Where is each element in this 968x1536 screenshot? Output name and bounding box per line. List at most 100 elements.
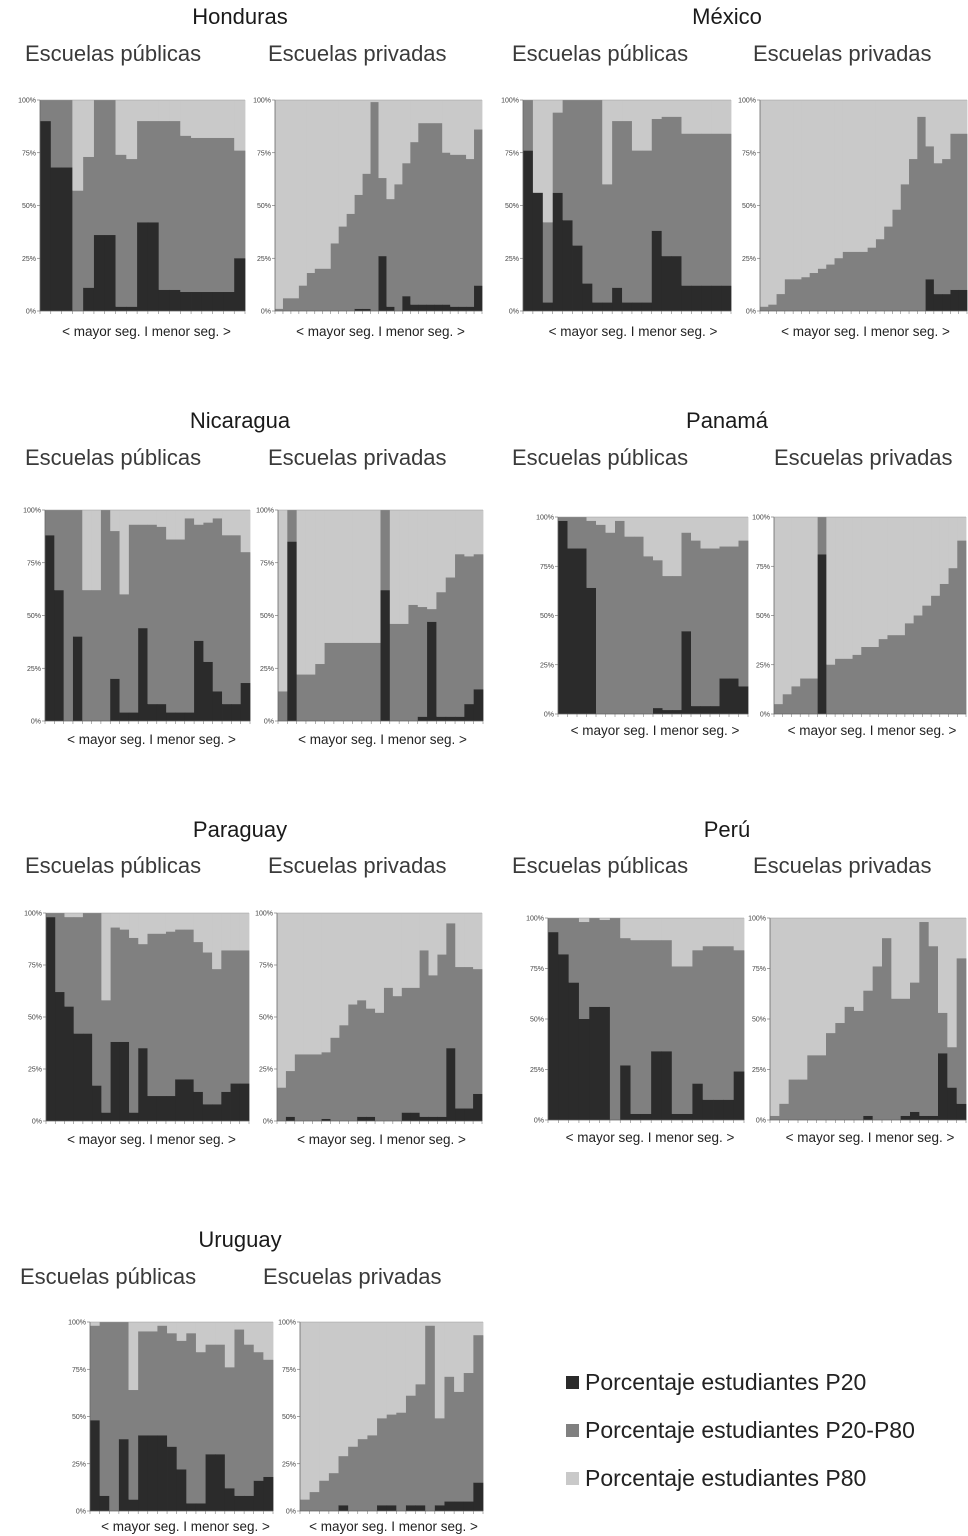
bar-p80 xyxy=(474,100,483,130)
bar-p20 xyxy=(900,1115,911,1120)
bar-p80 xyxy=(788,918,799,1080)
bar-p20 xyxy=(450,306,459,311)
bar-p20 xyxy=(138,1048,148,1121)
bar-p80 xyxy=(455,913,465,968)
bar-p20 xyxy=(212,1104,222,1121)
bar-p20 xyxy=(863,1115,874,1120)
bar-p20 xyxy=(128,712,139,721)
chart-nicaragua-public: 0% 25% 50% 75% 100% xyxy=(15,506,254,729)
bar-p80 xyxy=(672,517,682,577)
y-tick-label: 100% xyxy=(278,1320,296,1327)
bar-p80 xyxy=(328,1322,339,1474)
bar-p20-p80 xyxy=(339,1025,349,1121)
bar-p80 xyxy=(184,510,195,519)
bar-p80 xyxy=(922,517,932,606)
bar-p80 xyxy=(370,100,379,103)
bar-p20-p80 xyxy=(793,279,802,311)
bar-p80 xyxy=(322,100,332,269)
bar-p20-p80 xyxy=(816,1055,827,1120)
bar-p80 xyxy=(691,100,702,134)
bar-p20 xyxy=(357,1116,367,1121)
bar-p80 xyxy=(338,100,348,227)
bar-p20-p80 xyxy=(234,1329,245,1496)
bar-p20-p80 xyxy=(861,647,871,714)
legend-item-p20-p80: Porcentaje estudiantes P20-P80 xyxy=(566,1406,915,1454)
bar-p20 xyxy=(402,296,411,311)
bar-p80 xyxy=(72,100,84,191)
chart-svg: 0% 25% 50% 75% 100% xyxy=(255,911,483,1126)
bar-p20-p80 xyxy=(700,548,711,707)
y-tick-label: 0% xyxy=(756,1118,766,1125)
bar-p80 xyxy=(733,918,745,951)
y-tick-label: 100% xyxy=(18,98,36,105)
bar-p80 xyxy=(321,913,331,1053)
bar-p20 xyxy=(578,1019,590,1120)
bar-p20-p80 xyxy=(596,524,606,714)
bar-p20-p80 xyxy=(396,1412,407,1511)
bar-p80 xyxy=(184,913,195,930)
bar-p20-p80 xyxy=(202,952,213,1105)
bar-p80 xyxy=(854,918,864,1011)
bar-p20 xyxy=(640,1113,652,1120)
bar-p80 xyxy=(844,918,855,1007)
bar-p80 xyxy=(671,100,682,117)
y-tick-label: 75% xyxy=(28,963,42,970)
chart-uruguay-public: 0% 25% 50% 75% 100% xyxy=(60,1318,277,1519)
bar-p20 xyxy=(651,1051,662,1120)
bar-p80 xyxy=(782,517,792,695)
y-tick-label: 50% xyxy=(72,1414,86,1421)
bar-p80 xyxy=(119,510,130,595)
bar-p80 xyxy=(624,517,635,537)
bar-p80 xyxy=(296,510,307,675)
bar-p20-p80 xyxy=(599,920,611,1007)
bar-p20 xyxy=(567,548,578,714)
y-tick-label: 25% xyxy=(505,256,519,263)
y-tick-label: 25% xyxy=(282,1461,296,1468)
bar-p80 xyxy=(399,510,409,624)
bar-p20-p80 xyxy=(315,664,325,721)
bar-p80 xyxy=(808,517,819,679)
bar-p80 xyxy=(719,517,730,547)
bar-p20-p80 xyxy=(82,590,92,721)
bar-p80 xyxy=(285,913,296,1072)
bar-p80 xyxy=(701,100,712,134)
bar-p20-p80 xyxy=(82,913,93,1034)
bar-p80 xyxy=(651,918,662,941)
bar-p80 xyxy=(884,100,893,227)
bar-p20-p80 xyxy=(184,518,195,713)
bar-p20-p80 xyxy=(863,990,874,1116)
x-axis-label: < mayor seg. I menor seg. > xyxy=(570,723,740,738)
bar-p20 xyxy=(128,1499,139,1511)
y-tick-label: 25% xyxy=(72,1461,86,1468)
bar-p80 xyxy=(615,517,625,521)
bar-p20 xyxy=(427,621,437,721)
bar-p20-p80 xyxy=(867,247,877,311)
bar-p20-p80 xyxy=(263,1359,274,1477)
bar-p20-p80 xyxy=(410,142,419,305)
y-tick-label: 0% xyxy=(544,712,554,719)
chart-panama-private: 0% 25% 50% 75% 100% xyxy=(744,513,968,722)
x-axis-label: < mayor seg. I menor seg. > xyxy=(548,324,718,339)
bar-p80 xyxy=(186,1322,197,1334)
bar-p80 xyxy=(202,913,213,953)
bar-p20-p80 xyxy=(671,116,682,257)
bar-p20-p80 xyxy=(768,304,777,311)
bar-p80 xyxy=(212,510,223,519)
bar-p80 xyxy=(434,1322,445,1419)
bar-p20 xyxy=(729,678,739,714)
bar-p20-p80 xyxy=(157,1325,168,1436)
bar-p20 xyxy=(221,1091,231,1121)
bar-p80 xyxy=(330,913,340,1038)
bar-p20-p80 xyxy=(45,510,55,536)
bar-p80 xyxy=(401,913,412,988)
bar-p20-p80 xyxy=(586,520,597,588)
bar-p20-p80 xyxy=(710,548,720,707)
bar-p20 xyxy=(426,304,435,311)
bar-p80 xyxy=(661,100,672,117)
bar-p20 xyxy=(417,716,428,721)
bar-p80 xyxy=(338,1322,349,1457)
bar-p20 xyxy=(240,683,251,721)
bar-p20 xyxy=(175,1079,185,1121)
bar-p20-p80 xyxy=(234,150,246,259)
bar-p20 xyxy=(338,1505,349,1511)
